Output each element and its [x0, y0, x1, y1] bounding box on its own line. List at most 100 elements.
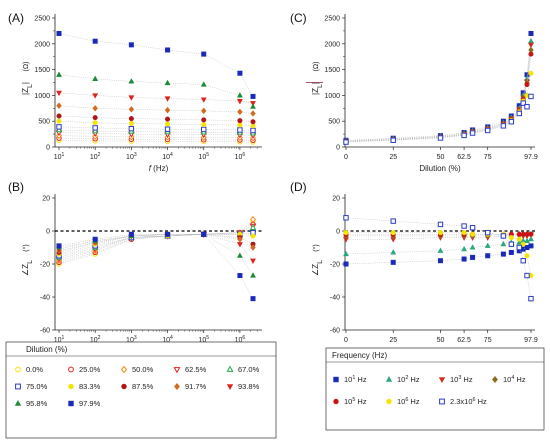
legend-marker — [68, 366, 74, 373]
series-connector — [58, 120, 254, 127]
data-point — [128, 106, 135, 113]
series-connector — [58, 92, 254, 104]
series-2 — [343, 42, 534, 145]
data-point — [92, 115, 98, 121]
data-point — [437, 230, 443, 236]
series-2 — [56, 215, 256, 265]
data-point — [236, 242, 243, 248]
legend-dilution: Dilution (%) 0.0% 25.0% 50.0% 62.5% 67.0% 75.0… — [5, 341, 277, 439]
data-point — [485, 127, 491, 134]
data-point — [250, 233, 256, 239]
y-tick-label: -60 — [330, 328, 340, 335]
legend-marker — [386, 398, 392, 405]
data-point — [524, 104, 530, 110]
series-connector — [345, 54, 532, 142]
legend-label: 97.9% — [79, 399, 101, 408]
data-point — [500, 233, 507, 239]
x-tick-label: 0 — [344, 154, 348, 161]
y-tick-label: 1500 — [34, 67, 50, 74]
x-tick-label: 62.5 — [457, 154, 471, 161]
data-point — [92, 38, 98, 44]
data-point — [250, 258, 256, 264]
data-point — [390, 230, 396, 236]
x-tick-label: 104 — [162, 152, 173, 161]
data-point — [237, 118, 243, 124]
panel-b: (B)-60-40-20020101102103104105106f (Hz)∠… — [8, 180, 262, 356]
legend-box — [325, 347, 545, 431]
panel-label: (C) — [290, 11, 307, 25]
y-tick-label: 0 — [336, 145, 340, 152]
data-point — [250, 103, 256, 109]
y-label-unit: (Ω) — [313, 62, 320, 72]
data-point — [528, 235, 534, 242]
y-tick-label: -40 — [40, 295, 50, 302]
data-point — [56, 102, 62, 109]
series-3 — [343, 46, 534, 145]
data-point — [236, 92, 243, 98]
series-connector — [345, 96, 532, 143]
series-4 — [343, 51, 534, 145]
series-connector — [58, 126, 254, 131]
legend-marker — [15, 383, 21, 390]
data-point — [390, 259, 396, 265]
y-tick-label: 0 — [336, 229, 340, 236]
series-connector — [345, 33, 532, 141]
y-tick-label: 0 — [46, 229, 50, 236]
data-point — [165, 121, 171, 127]
data-point — [516, 236, 522, 242]
series-connector — [58, 234, 254, 261]
x-tick-label: 25 — [389, 337, 397, 344]
data-point — [437, 258, 443, 264]
series-connector — [346, 234, 531, 237]
legend-label: 105 Hz — [344, 397, 367, 406]
data-point — [92, 125, 98, 131]
data-point — [520, 100, 526, 106]
y-tick-label: 2000 — [324, 41, 340, 48]
data-point — [164, 96, 171, 102]
series-6 — [343, 215, 534, 302]
series-11 — [56, 231, 256, 302]
x-tick-label: 97.9 — [524, 154, 538, 161]
data-point — [200, 97, 207, 103]
data-point — [528, 37, 534, 44]
series-3 — [55, 223, 257, 263]
legend-marker — [333, 398, 339, 405]
data-point — [343, 139, 349, 145]
data-point — [237, 236, 243, 243]
y-tick-label: 500 — [38, 119, 50, 126]
data-point — [250, 93, 256, 99]
x-tick-label: 50 — [437, 337, 445, 344]
series-connector — [58, 33, 254, 97]
legend-marker — [226, 365, 234, 372]
data-point — [92, 236, 98, 242]
y-tick-label: 20 — [42, 196, 50, 203]
data-point — [524, 272, 530, 279]
series-0 — [343, 243, 534, 267]
y-label-symbol: ∠ZL — [21, 260, 34, 276]
series-4 — [55, 126, 257, 136]
data-point — [484, 242, 491, 248]
data-point — [461, 256, 467, 262]
y-label-symbol: |ZL| — [21, 82, 34, 95]
legend-marker — [226, 384, 234, 391]
data-point — [500, 251, 506, 257]
y-tick-label: 1000 — [34, 93, 50, 100]
series-6 — [56, 231, 256, 257]
x-tick-label: 103 — [126, 335, 137, 344]
series-8 — [56, 231, 256, 255]
x-tick-label: 105 — [198, 152, 209, 161]
data-point — [524, 237, 530, 243]
series-connector — [58, 224, 254, 263]
legend-marker — [121, 383, 127, 390]
data-point — [128, 95, 135, 101]
data-point — [437, 247, 444, 253]
series-connector — [345, 44, 532, 142]
data-point — [437, 135, 444, 141]
series-connector — [345, 41, 532, 142]
data-point — [469, 225, 476, 231]
legend-marker — [439, 398, 445, 405]
series-connector — [58, 219, 254, 261]
legend-label: 87.5% — [132, 382, 154, 391]
legend-label: 103 Hz — [450, 375, 473, 384]
legend-label: 50.0% — [132, 365, 154, 374]
